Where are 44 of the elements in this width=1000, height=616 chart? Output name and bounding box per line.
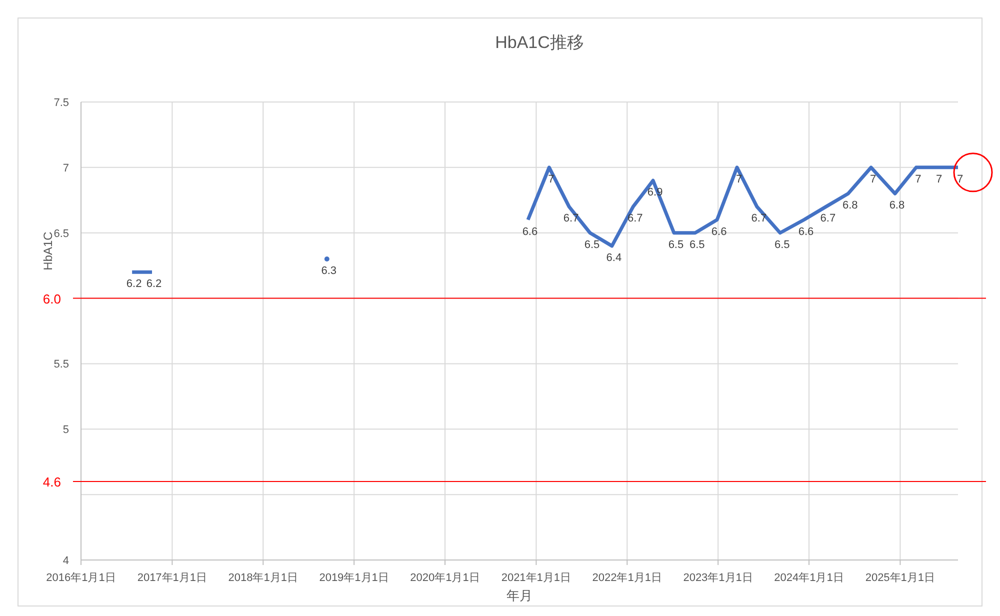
x-tick-label: 2025年1月1日 (865, 572, 936, 584)
y-tick-label: 7.5 (54, 97, 69, 109)
chart-title: HbA1C推移 (495, 33, 584, 52)
x-tick-label: 2019年1月1日 (319, 572, 389, 584)
data-label: 6.5 (668, 238, 684, 251)
x-tick-label: 2016年1月1日 (46, 572, 116, 584)
x-axis-title: 年月 (506, 588, 532, 603)
data-label: 7 (956, 173, 964, 186)
data-label: 6.7 (751, 212, 767, 225)
data-label: 7 (936, 173, 942, 186)
data-label: 6.8 (842, 200, 858, 212)
data-label: 6.5 (774, 238, 790, 251)
x-tick-label: 2024年1月1日 (774, 572, 844, 584)
data-label: 6.8 (889, 200, 905, 212)
data-label: 6.4 (606, 252, 622, 264)
data-label: 6.7 (627, 212, 643, 225)
y-tick-label: 5 (62, 424, 69, 436)
data-label: 6.6 (522, 226, 538, 238)
data-label: 6.6 (711, 226, 727, 238)
x-tick-label: 2017年1月1日 (137, 572, 208, 584)
ref-line-label: 4.6 (42, 474, 61, 490)
data-label: 6.7 (820, 212, 836, 225)
y-tick-label: 6.5 (54, 228, 69, 240)
y-tick-label: 4 (62, 555, 69, 567)
data-label: 7 (548, 173, 554, 186)
x-tick-label: 2018年1月1日 (228, 572, 298, 584)
x-tick-label: 2020年1月1日 (410, 572, 480, 584)
y-axis-title: HbA1C (41, 231, 55, 270)
x-tick-label: 2023年1月1日 (683, 572, 753, 584)
x-tick-label: 2022年1月1日 (592, 572, 662, 584)
data-label: 6.3 (321, 265, 337, 278)
data-label: 7 (736, 173, 742, 186)
data-label: 6.7 (563, 212, 579, 225)
data-label: 6.6 (798, 226, 814, 238)
data-label: 7 (915, 173, 922, 186)
y-tick-label: 7 (62, 162, 69, 174)
ref-line-label: 6.0 (42, 291, 61, 306)
data-label: 6.5 (584, 238, 600, 251)
data-label: 6.2 (126, 278, 142, 290)
data-label: 7 (870, 173, 876, 186)
data-label: 6.5 (690, 238, 705, 251)
x-tick-label: 2021年1月1日 (501, 572, 572, 584)
y-tick-label: 5.5 (54, 358, 69, 371)
data-label: 6.2 (146, 278, 162, 290)
